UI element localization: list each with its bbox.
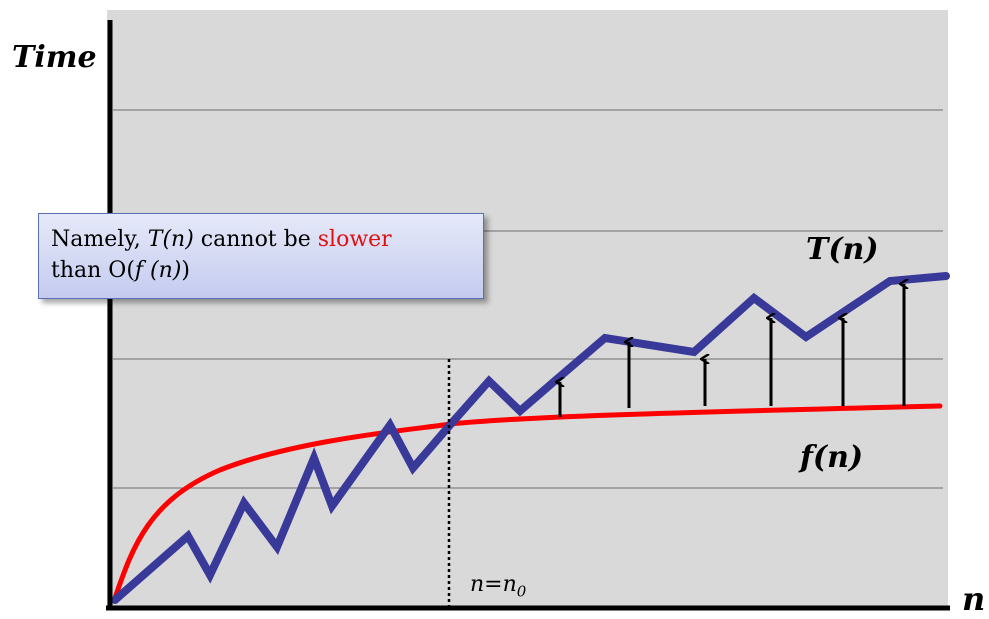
note-text-1: Namely,	[51, 227, 148, 252]
f-n-curve	[112, 403, 943, 601]
note-t-expr: T(n)	[147, 227, 194, 252]
n0-threshold-label: n=n0	[470, 572, 526, 600]
x-axis-label: n	[962, 580, 986, 618]
note-highlight: slower	[317, 227, 392, 252]
note-text-4: )	[181, 258, 190, 283]
f-n-curve-label: f(n)	[800, 440, 864, 475]
note-text-2: cannot be	[193, 227, 318, 252]
note-text-3: than O(	[51, 258, 135, 283]
note-callout-box: Namely, T(n) cannot be slower than O(f (n…	[38, 213, 484, 299]
y-axis-label: Time	[12, 40, 97, 75]
gap-arrows	[560, 284, 904, 417]
n0-base: n	[502, 572, 517, 597]
t-n-curve-label: T(n)	[806, 232, 879, 267]
n0-var: n	[470, 572, 485, 597]
n0-subscript: 0	[516, 582, 527, 601]
n0-eq: =	[484, 572, 503, 597]
note-f-expr: f (n)	[134, 258, 182, 283]
